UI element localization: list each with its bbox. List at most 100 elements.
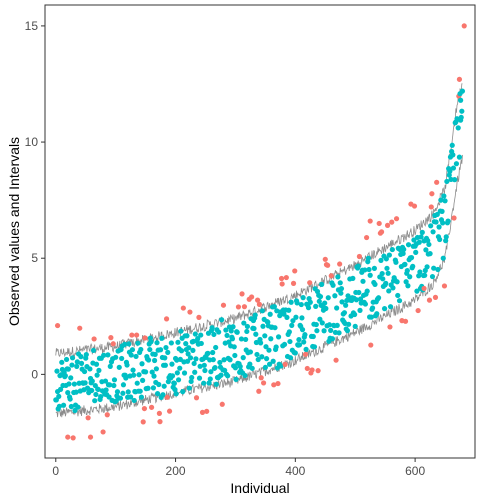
point-inside xyxy=(459,88,466,94)
point-outside xyxy=(85,415,91,421)
point-inside xyxy=(66,381,72,387)
point-inside xyxy=(296,342,303,348)
point-inside xyxy=(387,304,394,310)
point-inside xyxy=(443,238,449,244)
point-outside xyxy=(368,342,374,348)
point-inside xyxy=(379,270,385,277)
point-outside xyxy=(193,395,200,401)
point-inside xyxy=(197,363,203,369)
point-inside xyxy=(133,353,139,360)
point-inside xyxy=(116,364,122,370)
point-inside xyxy=(146,357,152,363)
point-inside xyxy=(171,380,177,386)
point-outside xyxy=(129,332,135,338)
point-outside xyxy=(328,273,334,279)
point-inside xyxy=(286,307,292,313)
point-outside xyxy=(91,336,97,342)
plot-panel xyxy=(44,4,476,459)
point-inside xyxy=(68,375,74,381)
point-outside xyxy=(283,274,289,281)
point-inside xyxy=(446,172,452,178)
point-inside xyxy=(372,281,378,287)
point-inside xyxy=(353,297,360,303)
point-inside xyxy=(106,394,112,400)
point-inside xyxy=(74,359,80,365)
point-outside xyxy=(428,204,434,210)
x-tick-label: 0 xyxy=(52,464,59,478)
point-outside xyxy=(432,294,439,300)
point-outside xyxy=(164,394,170,400)
point-inside xyxy=(443,234,449,240)
point-inside xyxy=(184,333,190,339)
point-inside xyxy=(383,280,389,286)
point-inside xyxy=(441,193,447,199)
point-inside xyxy=(262,364,268,371)
point-inside xyxy=(238,336,245,342)
point-inside xyxy=(386,288,392,294)
point-inside xyxy=(149,369,155,375)
point-inside xyxy=(59,359,65,365)
point-outside xyxy=(434,179,440,185)
point-outside xyxy=(149,404,155,410)
x-axis: 0 200 400 600 xyxy=(52,458,425,478)
point-inside xyxy=(281,341,288,348)
point-inside xyxy=(210,357,216,363)
point-inside xyxy=(210,349,216,356)
point-inside xyxy=(165,379,171,385)
point-outside xyxy=(104,412,110,418)
point-inside xyxy=(232,365,239,371)
point-inside xyxy=(334,322,340,329)
point-outside xyxy=(219,401,225,407)
point-outside xyxy=(142,335,148,341)
point-inside xyxy=(206,380,212,386)
point-inside xyxy=(455,125,461,131)
point-inside xyxy=(390,285,396,291)
point-outside xyxy=(367,218,373,224)
point-inside xyxy=(418,234,424,240)
point-inside xyxy=(94,372,100,378)
point-outside xyxy=(260,380,267,386)
point-inside xyxy=(73,389,79,395)
point-inside xyxy=(67,396,73,402)
point-inside xyxy=(244,328,250,335)
point-inside xyxy=(175,377,182,383)
point-inside xyxy=(107,382,113,388)
point-inside xyxy=(247,349,254,355)
point-inside xyxy=(378,257,384,263)
point-inside xyxy=(213,381,219,387)
point-inside xyxy=(287,355,294,361)
point-inside xyxy=(54,368,60,374)
point-inside xyxy=(424,264,430,270)
point-inside xyxy=(60,402,67,408)
point-inside xyxy=(72,407,78,414)
point-inside xyxy=(191,360,197,367)
point-outside xyxy=(196,314,202,320)
point-inside xyxy=(56,393,62,400)
point-inside xyxy=(111,382,117,389)
point-outside xyxy=(77,325,83,331)
point-inside xyxy=(78,360,85,366)
point-outside xyxy=(180,305,186,311)
point-inside xyxy=(287,338,293,345)
point-inside xyxy=(307,299,313,305)
point-inside xyxy=(286,329,292,335)
point-inside xyxy=(435,266,441,273)
point-inside xyxy=(258,340,264,346)
point-inside xyxy=(150,385,156,391)
point-inside xyxy=(289,322,295,328)
point-inside xyxy=(413,249,419,255)
point-inside xyxy=(323,305,329,312)
point-inside xyxy=(195,336,201,342)
point-inside xyxy=(329,336,336,342)
point-inside xyxy=(161,383,167,389)
point-inside xyxy=(254,351,260,358)
point-inside xyxy=(298,301,304,308)
point-outside xyxy=(249,294,255,300)
point-inside xyxy=(270,358,276,364)
point-inside xyxy=(213,344,219,351)
point-inside xyxy=(249,365,255,371)
point-inside xyxy=(341,310,348,316)
point-inside xyxy=(162,362,168,368)
point-inside xyxy=(233,376,239,382)
point-inside xyxy=(259,354,265,360)
